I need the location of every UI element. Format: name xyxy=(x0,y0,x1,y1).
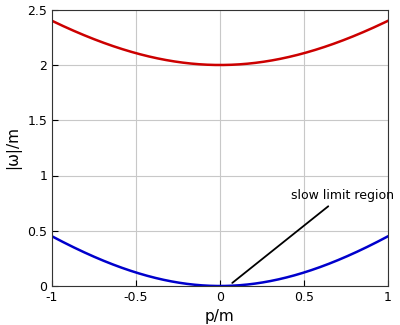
X-axis label: p/m: p/m xyxy=(205,309,235,324)
Text: slow limit region: slow limit region xyxy=(232,189,394,283)
Y-axis label: |ω|/m: |ω|/m xyxy=(6,126,22,169)
